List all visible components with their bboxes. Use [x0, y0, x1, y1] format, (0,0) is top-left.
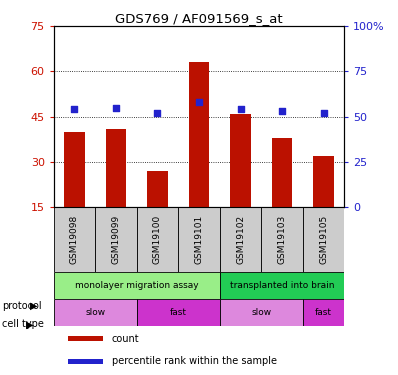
Text: GSM19102: GSM19102 [236, 215, 245, 264]
Point [71, 106, 78, 112]
Bar [303, 207, 344, 272]
Bar [147, 171, 168, 207]
Bar [95, 207, 137, 272]
Bar [271, 138, 293, 207]
Bar [230, 114, 251, 207]
Text: GSM19105: GSM19105 [319, 215, 328, 264]
Point [113, 105, 119, 111]
Point [237, 106, 244, 112]
Text: fast: fast [315, 308, 332, 317]
Bar [261, 207, 303, 272]
Bar [178, 207, 220, 272]
Bar [137, 299, 220, 326]
Text: slow: slow [85, 308, 105, 317]
Text: monolayer migration assay: monolayer migration assay [75, 281, 199, 290]
Text: GSM19103: GSM19103 [277, 215, 287, 264]
Bar [68, 358, 103, 364]
Point [320, 110, 327, 116]
Bar [303, 299, 344, 326]
Point [279, 108, 285, 114]
Bar [220, 207, 261, 272]
Bar [105, 129, 127, 207]
Bar [220, 299, 303, 326]
Text: GSM19101: GSM19101 [195, 215, 203, 264]
Text: percentile rank within the sample: percentile rank within the sample [112, 356, 277, 366]
Text: transplanted into brain: transplanted into brain [230, 281, 334, 290]
Bar [220, 272, 344, 299]
Bar [137, 207, 178, 272]
Bar [68, 336, 103, 341]
Title: GDS769 / AF091569_s_at: GDS769 / AF091569_s_at [115, 12, 283, 25]
Text: protocol: protocol [2, 301, 42, 310]
Bar [313, 156, 334, 207]
Text: ▶: ▶ [30, 301, 37, 310]
Text: GSM19098: GSM19098 [70, 215, 79, 264]
Bar [189, 62, 209, 207]
Bar [54, 207, 95, 272]
Bar [54, 299, 137, 326]
Text: cell type: cell type [2, 320, 44, 329]
Text: ▶: ▶ [26, 320, 33, 329]
Bar [64, 132, 85, 207]
Point [196, 99, 202, 105]
Bar [54, 272, 220, 299]
Point [154, 110, 161, 116]
Text: GSM19099: GSM19099 [111, 215, 121, 264]
Text: count: count [112, 334, 139, 344]
Text: slow: slow [251, 308, 271, 317]
Text: GSM19100: GSM19100 [153, 215, 162, 264]
Text: fast: fast [170, 308, 187, 317]
